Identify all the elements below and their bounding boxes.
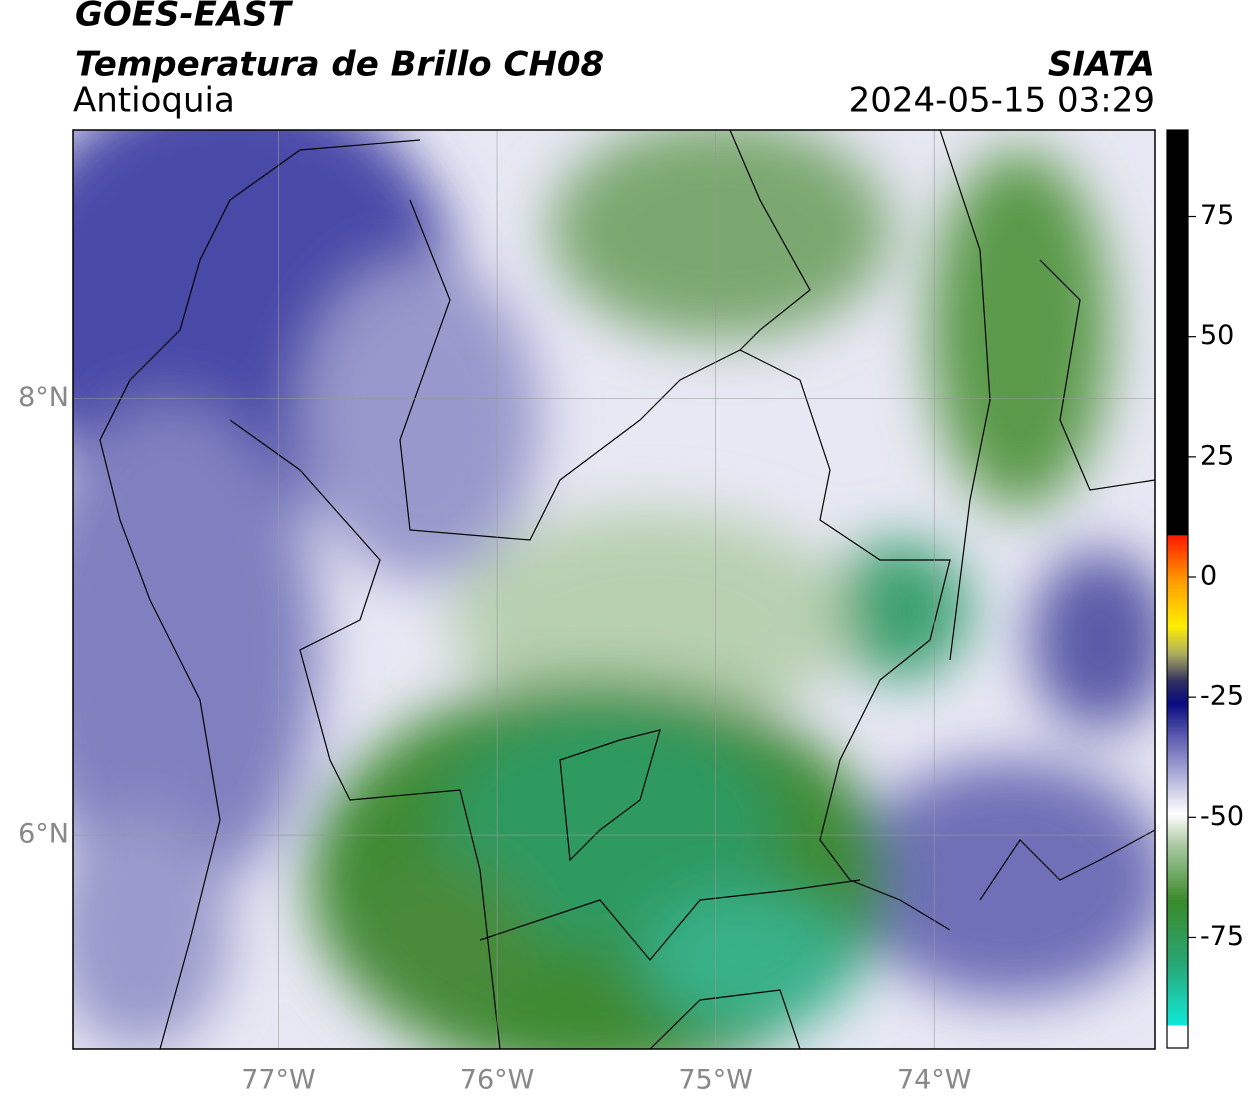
x-tick-label: 74°W	[897, 1065, 972, 1096]
satellite-image	[73, 130, 1155, 1049]
timestamp: 2024-05-15 03:29	[849, 81, 1155, 121]
colorbar-tick-label: -25	[1200, 681, 1244, 712]
colorbar-tick-label: 0	[1200, 560, 1217, 591]
colorbar-tick-label: -75	[1200, 921, 1244, 952]
colorbar-tick-label: -50	[1200, 801, 1244, 832]
y-tick-label: 6°N	[18, 819, 69, 850]
x-tick-label: 76°W	[460, 1065, 535, 1096]
title: GOES-EAST	[75, 0, 294, 35]
region: Antioquia	[73, 81, 235, 121]
x-tick-label: 75°W	[678, 1065, 753, 1096]
y-tick-label: 8°N	[18, 382, 69, 413]
colorbar	[1166, 129, 1189, 1049]
map-frame	[72, 129, 1156, 1050]
subtitle: Temperatura de Brillo CH08	[75, 45, 604, 85]
colorbar-tick-label: 50	[1200, 320, 1234, 351]
colorbar-tick-label: 75	[1200, 200, 1234, 231]
colorbar-tick-label: 25	[1200, 440, 1234, 471]
x-tick-label: 77°W	[241, 1065, 316, 1096]
source: SIATA	[1048, 45, 1155, 85]
grid	[73, 130, 1155, 1049]
